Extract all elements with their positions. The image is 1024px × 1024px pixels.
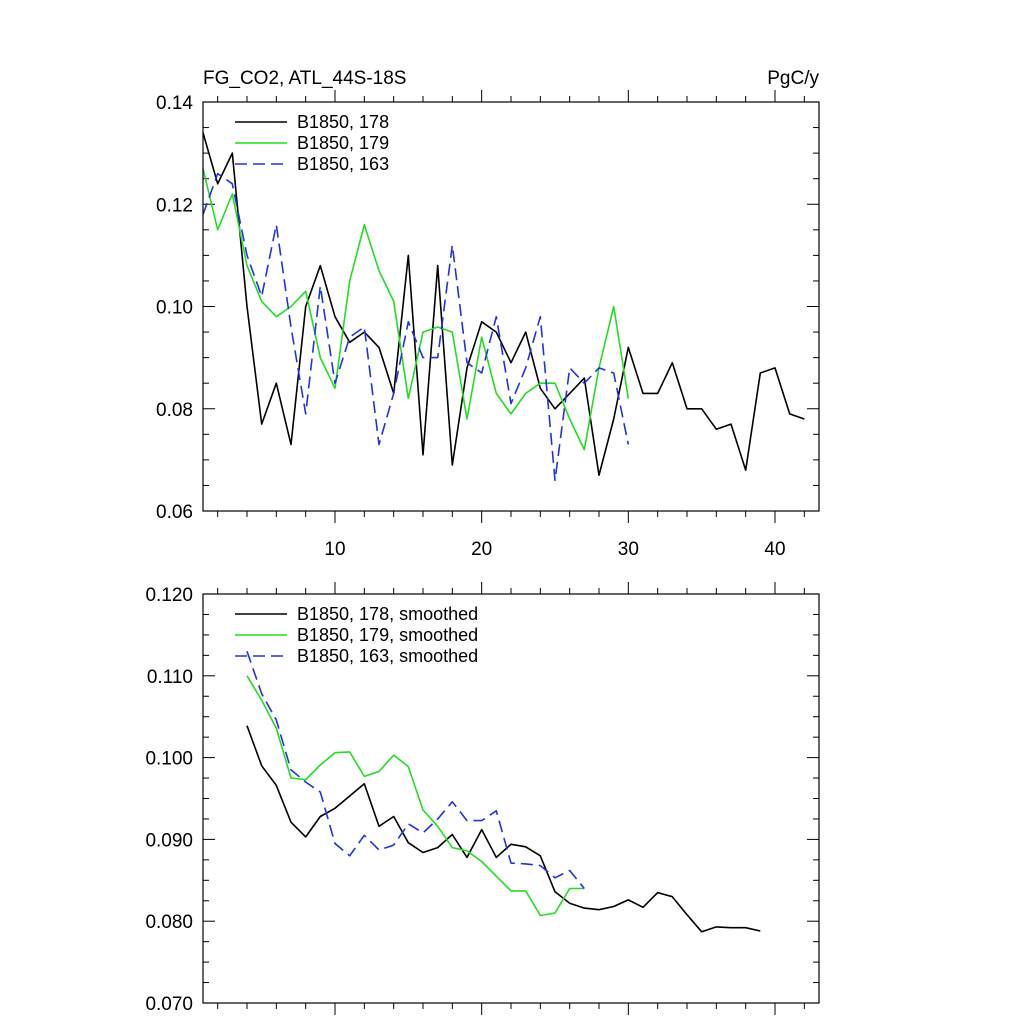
series-line-3: [246, 651, 585, 890]
top-panel: FG_CO2, ATL_44S-18S PgC/y 0.060.080.100.…: [156, 68, 820, 560]
y-tick-label: 0.10: [156, 298, 193, 319]
top-panel-units: PgC/y: [767, 68, 819, 89]
y-tick-label: 0.100: [145, 749, 193, 770]
y-tick-label: 0.06: [156, 502, 193, 523]
bottom-panel-ticks: 0.070 0.080 0.090 0.100 0.110 0.120: [145, 582, 819, 1015]
y-tick-label: 0.08: [156, 400, 193, 421]
series-line-1: [246, 725, 761, 933]
x-tick-label: 20: [471, 539, 492, 560]
series-line-1: [202, 132, 805, 477]
legend-label-2: B1850, 179, smoothed: [297, 625, 478, 645]
series-line-2: [202, 168, 630, 451]
bottom-panel-frame: [202, 593, 820, 1004]
top-panel-ticks: 0.06 0.08 0.10 0.12 0.14 10 20 30 40: [156, 90, 819, 560]
y-tick-label: 0.070: [145, 994, 193, 1015]
series-line-2: [246, 675, 585, 917]
x-tick-label: 30: [618, 539, 639, 560]
top-panel-series: [202, 132, 805, 482]
legend-label-3: B1850, 163: [297, 154, 389, 174]
y-tick-label: 0.12: [156, 195, 193, 216]
y-tick-label: 0.120: [145, 585, 193, 606]
x-tick-label: 40: [764, 539, 785, 560]
y-tick-label: 0.080: [145, 912, 193, 933]
x-tick-label: 10: [324, 539, 345, 560]
y-tick-label: 0.090: [145, 830, 193, 851]
top-panel-title: FG_CO2, ATL_44S-18S: [203, 68, 406, 89]
legend-label-1: B1850, 178: [297, 112, 389, 132]
top-panel-frame: [202, 101, 820, 512]
bottom-panel: 0.070 0.080 0.090 0.100 0.110 0.120 B1850, 17…: [145, 582, 820, 1015]
legend-label-3: B1850, 163, smoothed: [297, 646, 478, 666]
y-tick-label: 0.110: [147, 667, 193, 688]
y-tick-label: 0.14: [156, 93, 193, 114]
bottom-panel-series: [246, 651, 761, 933]
legend-label-2: B1850, 179: [297, 133, 389, 153]
legend-label-1: B1850, 178, smoothed: [297, 604, 478, 624]
series-line-3: [202, 172, 630, 482]
